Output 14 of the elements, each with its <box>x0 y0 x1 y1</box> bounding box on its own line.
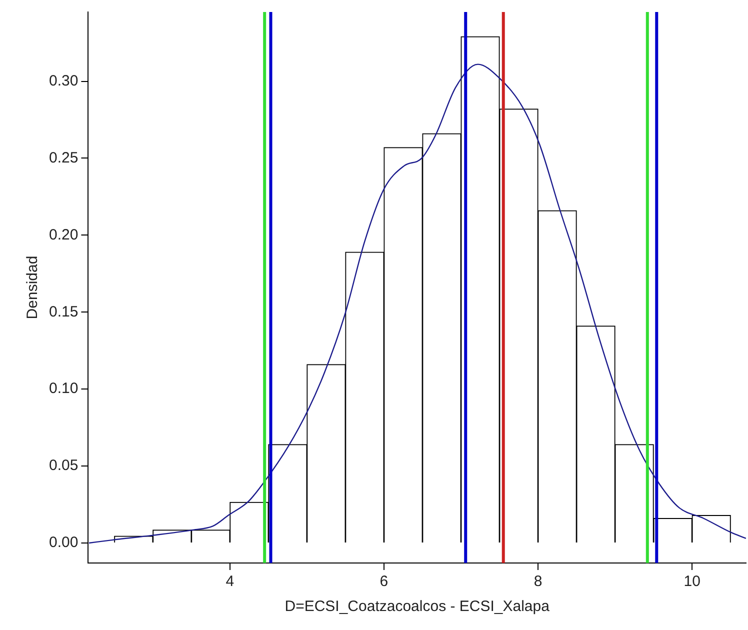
line-series <box>88 64 746 544</box>
y-tick-label: 0.05 <box>48 457 78 474</box>
y-tick-label: 0.10 <box>48 380 78 398</box>
y-tick-label: 0.00 <box>48 534 78 552</box>
x-tick-label: 10 <box>684 573 700 590</box>
x-tick-label: 8 <box>534 573 542 590</box>
y-tick-label: 0.25 <box>48 149 78 166</box>
x-tick-label: 4 <box>226 573 234 590</box>
x-axis-title: D=ECSI_Coatzacoalcos - ECSI_Xalapa <box>284 598 550 616</box>
x-tick-label: 6 <box>380 573 388 590</box>
y-tick-label: 0.20 <box>48 226 78 244</box>
y-tick-label: 0.15 <box>48 303 78 320</box>
y-axis-title: Densidad <box>24 256 42 320</box>
y-tick-label: 0.30 <box>48 72 78 90</box>
